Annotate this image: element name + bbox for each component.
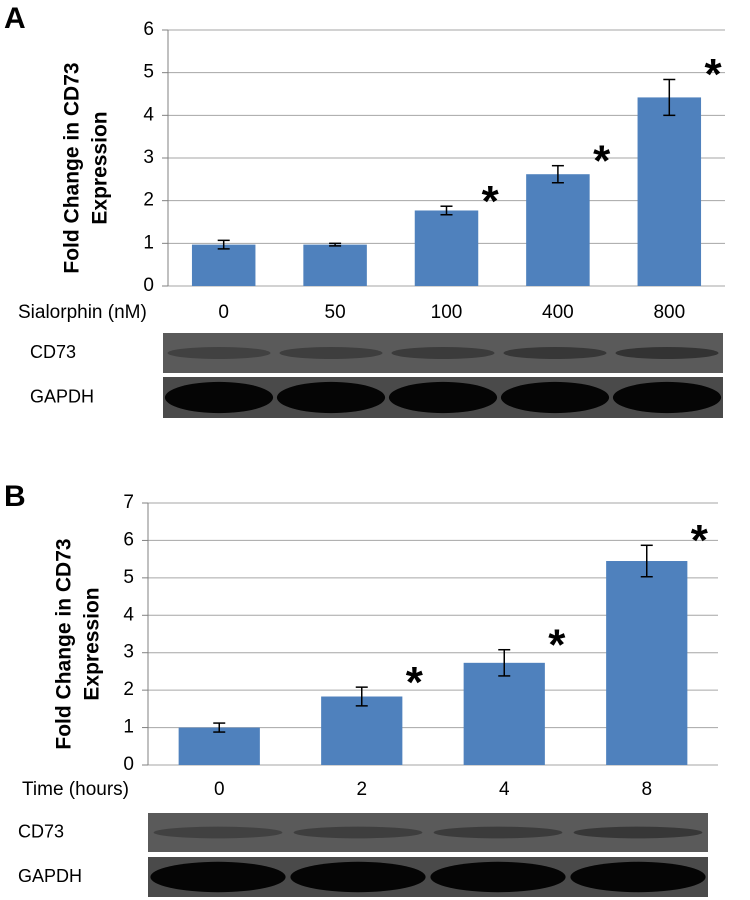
bar xyxy=(321,696,403,765)
significance-star: * xyxy=(406,658,424,707)
y-tick-label: 0 xyxy=(123,754,134,775)
x-axis-label: Sialorphin (nM) xyxy=(18,302,147,323)
bar xyxy=(606,561,688,765)
blot-band xyxy=(391,347,495,359)
y-tick-label: 5 xyxy=(123,567,134,588)
y-tick-label: 2 xyxy=(123,679,134,700)
bar xyxy=(303,244,367,286)
x-tick-label: 8 xyxy=(641,779,652,800)
significance-star: * xyxy=(482,177,500,226)
blot-band xyxy=(167,347,271,359)
bar xyxy=(191,244,256,286)
error-bar xyxy=(640,544,653,578)
significance-star: * xyxy=(704,50,722,99)
blot-band xyxy=(500,381,610,414)
blot-band xyxy=(573,826,703,839)
x-tick-label: 100 xyxy=(431,302,463,323)
y-tick-label: 4 xyxy=(123,604,134,625)
blot-label: CD73 xyxy=(30,342,76,362)
x-tick-label: 400 xyxy=(542,302,574,323)
y-tick-label: 5 xyxy=(143,62,154,83)
blot-label: GAPDH xyxy=(18,866,82,886)
x-tick-label: 0 xyxy=(218,302,229,323)
y-axis-label: Fold Change in CD73 xyxy=(61,62,84,273)
blot-band xyxy=(279,347,383,359)
y-tick-label: 7 xyxy=(123,492,134,513)
x-tick-label: 4 xyxy=(499,779,510,800)
y-tick-label: 0 xyxy=(143,275,154,296)
x-tick-label: 0 xyxy=(214,779,225,800)
blot-band xyxy=(503,347,607,359)
significance-star: * xyxy=(691,516,709,565)
x-tick-label: 2 xyxy=(356,779,367,800)
blot-label: CD73 xyxy=(18,821,64,841)
x-tick-label: 800 xyxy=(653,302,685,323)
blot-band xyxy=(433,826,563,839)
blot-band xyxy=(388,381,498,414)
bar xyxy=(178,727,260,765)
y-tick-label: 6 xyxy=(123,529,134,550)
blot-band xyxy=(570,861,706,893)
error-bar xyxy=(355,686,368,707)
error-bar xyxy=(329,242,342,247)
blot-band xyxy=(615,347,719,359)
panel-label: A xyxy=(4,2,26,35)
blot-band xyxy=(293,826,423,839)
y-tick-label: 3 xyxy=(123,642,134,663)
bar xyxy=(637,97,702,286)
blot-label: GAPDH xyxy=(30,386,94,406)
blot-band xyxy=(290,861,426,893)
significance-star: * xyxy=(548,620,566,669)
blot-band xyxy=(612,381,722,414)
y-axis-label: Expression xyxy=(89,111,112,224)
error-bar xyxy=(551,164,564,184)
y-tick-label: 4 xyxy=(143,104,154,125)
y-tick-label: 1 xyxy=(143,232,154,253)
error-bar xyxy=(498,648,511,677)
y-tick-label: 1 xyxy=(123,717,134,738)
blot-band xyxy=(150,861,286,893)
x-tick-label: 50 xyxy=(325,302,346,323)
blot-band xyxy=(153,826,283,839)
bar xyxy=(463,662,545,765)
error-bar xyxy=(213,722,226,733)
blot-band xyxy=(276,381,386,414)
y-tick-label: 3 xyxy=(143,147,154,168)
error-bar xyxy=(217,239,230,250)
error-bar xyxy=(440,205,453,216)
y-axis-label: Expression xyxy=(81,587,104,700)
blot-band xyxy=(430,861,566,893)
x-axis-label: Time (hours) xyxy=(22,779,129,800)
significance-star: * xyxy=(593,136,611,185)
bar xyxy=(414,210,479,286)
y-tick-label: 6 xyxy=(143,19,154,40)
y-axis-label: Fold Change in CD73 xyxy=(53,538,76,749)
y-tick-label: 2 xyxy=(143,190,154,211)
blot-band xyxy=(164,381,274,414)
panel-label: B xyxy=(4,480,26,513)
error-bar xyxy=(663,78,676,117)
bar xyxy=(526,174,590,286)
